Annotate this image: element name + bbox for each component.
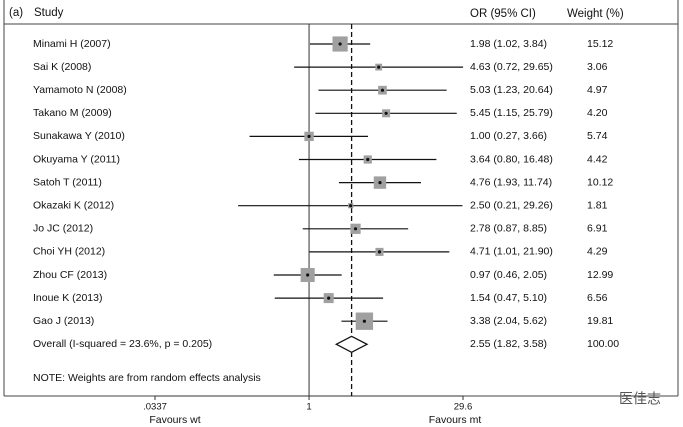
study-label: Sunakawa Y (2010) xyxy=(33,130,125,142)
weight-label: 6.56 xyxy=(587,292,608,304)
watermark: 医佳志 xyxy=(619,391,661,407)
point xyxy=(306,273,310,277)
point xyxy=(349,204,353,208)
or-label: 2.78 (0.87, 8.85) xyxy=(470,223,547,235)
weight-header: Weight (%) xyxy=(567,8,624,20)
point xyxy=(384,111,388,115)
study-label: Okuyama Y (2011) xyxy=(33,153,120,165)
or-label: 1.98 (1.02, 3.84) xyxy=(470,38,547,50)
study-label: Okazaki K (2012) xyxy=(33,199,114,211)
point xyxy=(377,65,381,69)
point xyxy=(327,296,331,300)
weight-label: 4.29 xyxy=(587,246,608,258)
study-label: Zhou CF (2013) xyxy=(33,269,107,281)
study-label: Minami H (2007) xyxy=(33,38,111,50)
right-label: Favours mt xyxy=(429,414,482,426)
study-label: Sai K (2008) xyxy=(33,61,91,73)
weight-label: 10.12 xyxy=(587,176,613,188)
or-label: 4.76 (1.93, 11.74) xyxy=(470,176,552,188)
or-label: 4.71 (1.01, 21.90) xyxy=(470,246,553,258)
or-label: 1.54 (0.47, 5.10) xyxy=(470,292,547,304)
x-tick-label: 1 xyxy=(306,402,311,413)
point xyxy=(366,157,370,162)
or-label: 3.38 (2.04, 5.62) xyxy=(470,315,547,327)
overall-or-label: 2.55 (1.82, 3.58) xyxy=(470,338,547,350)
or-label: 2.50 (0.21, 29.26) xyxy=(470,199,553,211)
or-header: OR (95% CI) xyxy=(470,8,536,20)
point xyxy=(307,134,311,138)
note: NOTE: Weights are from random effects an… xyxy=(33,372,261,384)
x-tick-label: 29.6 xyxy=(454,402,473,413)
point xyxy=(362,319,366,323)
weight-label: 4.20 xyxy=(587,107,608,119)
panel-label: (a) xyxy=(9,7,23,19)
weight-label: 4.42 xyxy=(587,153,608,165)
study-label: Takano M (2009) xyxy=(33,107,112,119)
overall-weight-label: 100.00 xyxy=(587,338,619,350)
weight-label: 1.81 xyxy=(587,199,608,211)
study-label: Choi YH (2012) xyxy=(33,246,105,258)
or-label: 3.64 (0.80, 16.48) xyxy=(470,153,553,165)
study-label: Yamamoto N (2008) xyxy=(33,84,127,96)
weight-label: 19.81 xyxy=(587,315,613,327)
point xyxy=(338,42,342,46)
point xyxy=(378,181,382,185)
or-label: 1.00 (0.27, 3.66) xyxy=(470,130,547,142)
x-tick-label: .0337 xyxy=(143,402,167,413)
weight-label: 3.06 xyxy=(587,61,608,73)
weight-label: 12.99 xyxy=(587,269,613,281)
point xyxy=(353,227,358,231)
study-label: Satoh T (2011) xyxy=(33,176,102,188)
or-label: 0.97 (0.46, 2.05) xyxy=(470,269,547,281)
weight-label: 15.12 xyxy=(587,38,613,50)
study-header: Study xyxy=(34,7,64,19)
weight-label: 6.91 xyxy=(587,223,608,235)
or-label: 4.63 (0.72, 29.65) xyxy=(470,61,553,73)
weight-label: 4.97 xyxy=(587,84,608,96)
point xyxy=(377,250,382,254)
study-label: Jo JC (2012) xyxy=(33,223,93,235)
study-label: Inoue K (2013) xyxy=(33,292,102,304)
overall-diamond xyxy=(334,335,369,354)
left-label: Favours wt xyxy=(149,414,200,426)
weight-label: 5.74 xyxy=(587,130,608,142)
or-label: 5.03 (1.23, 20.64) xyxy=(470,84,553,96)
study-label: Gao J (2013) xyxy=(33,315,94,327)
or-label: 5.45 (1.15, 25.79) xyxy=(470,107,553,119)
point xyxy=(380,88,385,92)
overall-label: Overall (I-squared = 23.6%, p = 0.205) xyxy=(33,338,212,350)
